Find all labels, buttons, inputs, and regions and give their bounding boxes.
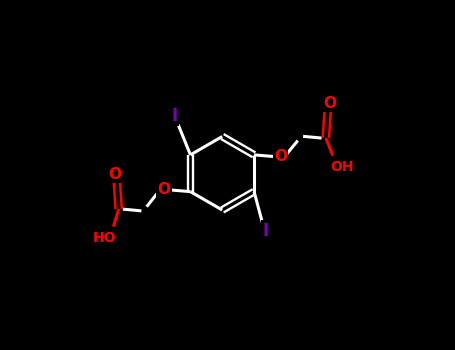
Text: OH: OH [330, 160, 354, 174]
Text: I: I [172, 107, 178, 125]
Text: O: O [274, 149, 287, 164]
Text: I: I [263, 222, 269, 240]
Text: O: O [109, 167, 121, 182]
Text: O: O [158, 182, 171, 197]
Text: HO: HO [93, 231, 116, 245]
Text: O: O [323, 96, 336, 111]
